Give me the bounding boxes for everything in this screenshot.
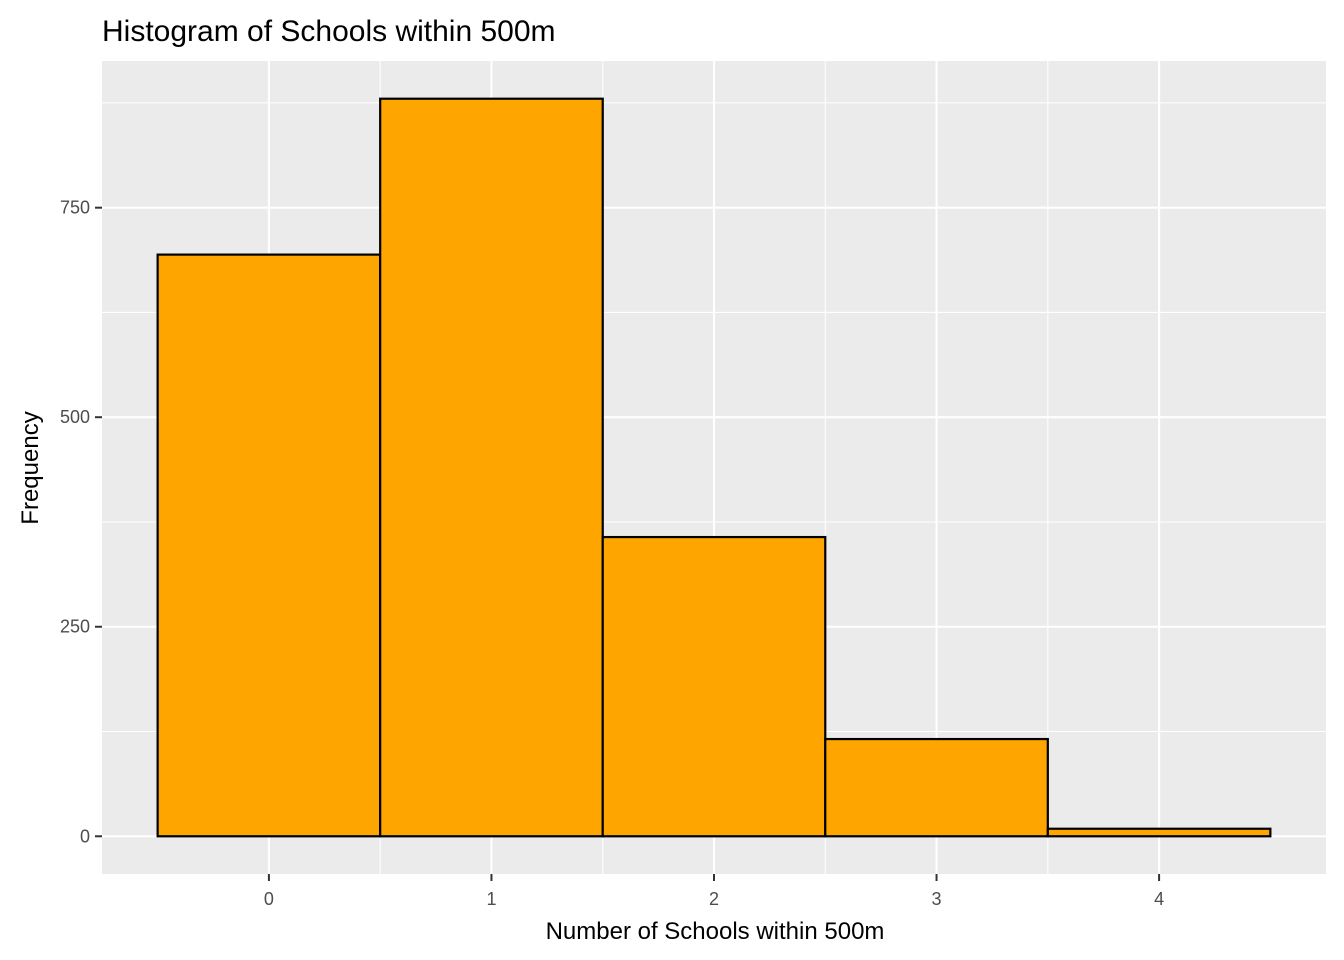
histogram-bar-2 (601, 535, 827, 838)
histogram-bar-3 (824, 737, 1049, 838)
y-axis: 0 250 500 750 (60, 198, 102, 846)
histogram-bar-4 (1046, 827, 1272, 838)
histogram-bars (156, 97, 1272, 838)
x-axis: 0 1 2 3 4 (264, 874, 1164, 909)
chart-title: Histogram of Schools within 500m (102, 15, 556, 48)
y-tick-label: 750 (60, 198, 90, 218)
histogram-bar-0 (156, 253, 382, 838)
x-tick-label: 1 (486, 889, 496, 909)
histogram-bar-1 (379, 97, 604, 838)
x-tick-label: 4 (1154, 889, 1164, 909)
x-axis-title: Number of Schools within 500m (546, 918, 885, 945)
x-tick-label: 2 (709, 889, 719, 909)
y-tick-label: 250 (60, 617, 90, 637)
x-tick-label: 3 (932, 889, 942, 909)
y-tick-label: 500 (60, 407, 90, 427)
x-tick-label: 0 (264, 889, 274, 909)
y-axis-title: Frequency (17, 411, 44, 524)
y-tick-label: 0 (80, 826, 90, 846)
